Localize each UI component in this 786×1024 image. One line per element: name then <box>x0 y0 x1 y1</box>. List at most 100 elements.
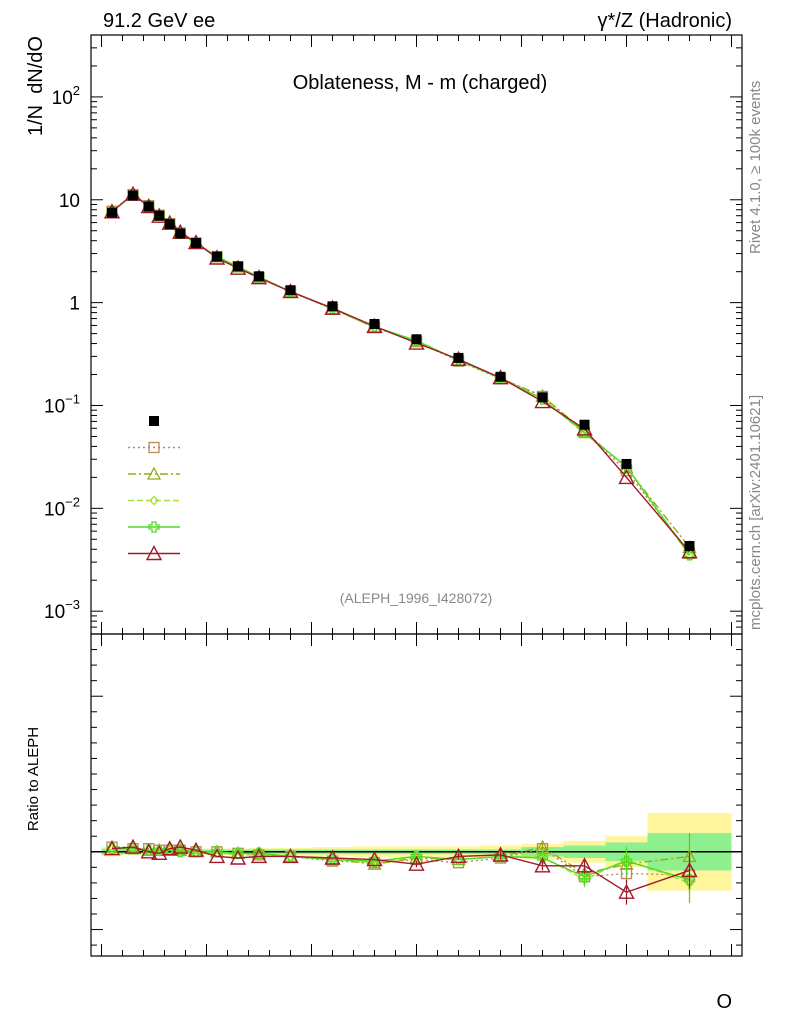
open-triangle-marker <box>187 841 205 857</box>
data-marker <box>495 371 506 382</box>
legend-marker <box>149 495 159 506</box>
legend-marker <box>148 441 160 454</box>
y-tick-exponent: −2 <box>65 494 80 509</box>
data-marker <box>233 261 243 272</box>
legend-entry-0 <box>149 416 159 426</box>
ratio-5-point <box>229 849 247 865</box>
ratio-line-3 <box>112 847 690 884</box>
open-triangle-marker <box>618 468 635 485</box>
cross-marker <box>153 844 165 856</box>
data-marker <box>453 352 464 363</box>
ratio-4-point <box>153 844 165 856</box>
aleph-data-point <box>369 318 380 329</box>
ratio-line-1 <box>111 846 690 878</box>
y-tick-exponent: −1 <box>65 391 80 406</box>
y-tick-label: 10−3 <box>44 597 80 623</box>
ratio-5-point <box>618 883 635 899</box>
ratio-5-point <box>161 840 178 856</box>
y-tick-label: 10−1 <box>44 391 80 417</box>
aleph-data-point <box>164 219 175 230</box>
aleph-data-point <box>579 419 590 430</box>
y-tick-base: 10 <box>52 88 73 109</box>
aleph-data-point <box>453 352 464 363</box>
open-triangle-marker <box>145 545 163 561</box>
ratio-5-point <box>534 857 551 873</box>
diamond-marker <box>175 846 186 857</box>
open-triangle-marker <box>450 847 467 864</box>
data-marker <box>164 219 175 230</box>
y-tick-label: 10 <box>59 191 80 212</box>
ratio-5-point <box>681 861 698 878</box>
aleph-data-point <box>154 210 165 221</box>
aleph-data-point <box>411 334 422 345</box>
ratio-5-point <box>450 847 467 864</box>
data-marker <box>369 318 380 329</box>
aleph-data-point <box>684 541 695 552</box>
open-triangle-marker <box>534 857 551 873</box>
ratio-5-point <box>151 844 168 861</box>
ratio-5-point <box>208 847 226 864</box>
ratio-4-point <box>578 871 591 883</box>
aleph-data-point <box>285 285 296 296</box>
ratio-5-point <box>282 847 299 864</box>
data-marker <box>285 285 296 296</box>
open-triangle-marker <box>161 840 178 856</box>
data-marker <box>254 271 264 282</box>
ratio-5-point <box>324 849 341 865</box>
ratio-line-5 <box>111 846 690 893</box>
y-tick-base: 1 <box>69 294 80 315</box>
aleph-data-point <box>175 228 186 239</box>
y-tick-label: 1 <box>69 294 80 315</box>
cross-marker <box>620 855 633 867</box>
ratio-frame <box>90 633 743 957</box>
open-triangle-marker <box>681 543 698 559</box>
square-marker <box>148 441 160 454</box>
diamond-marker <box>453 854 464 865</box>
open-triangle-marker <box>282 847 299 864</box>
ratio-5-point <box>172 838 189 854</box>
aleph-data-point <box>128 190 138 201</box>
open-triangle-marker <box>408 855 425 871</box>
open-triangle-marker <box>618 883 635 899</box>
triangle-marker <box>146 466 162 480</box>
y-tick-label: 10−2 <box>44 494 80 520</box>
legend-marker <box>145 545 163 561</box>
rivet-version-text: Rivet 4.1.0, ≥ 100k events <box>747 81 764 254</box>
cross-marker <box>253 847 265 859</box>
y-axis-label: 1/N dN/dO <box>25 36 47 136</box>
open-triangle-marker <box>124 838 142 854</box>
data-marker <box>149 416 159 426</box>
ratio-5-point <box>492 846 509 862</box>
ratio-5-point <box>366 851 383 867</box>
plot-title: Oblateness, M - m (charged) <box>293 72 548 94</box>
legend-entry-5 <box>128 545 180 561</box>
ratio-3-point <box>453 854 464 865</box>
ratio-3-point <box>175 846 186 857</box>
legend-marker <box>148 521 160 533</box>
data-marker <box>537 392 548 403</box>
ratio-5-point <box>187 841 205 857</box>
legend-entry-2 <box>128 466 180 480</box>
legend-marker <box>149 416 159 426</box>
ratio-5-point <box>576 857 593 873</box>
data-marker <box>175 228 186 239</box>
ratio-5-point <box>408 855 425 871</box>
open-triangle-marker <box>681 861 698 878</box>
data-marker <box>212 251 222 262</box>
cross-marker <box>148 521 160 533</box>
ratio-5-point <box>124 838 142 854</box>
open-triangle-marker <box>140 843 157 859</box>
aleph-data-point <box>495 371 506 382</box>
aleph-data-point <box>621 458 632 469</box>
series-5-point <box>618 468 635 485</box>
y-tick-exponent: −3 <box>65 597 80 612</box>
y-tick-label: 102 <box>52 83 80 109</box>
data-marker <box>143 201 154 212</box>
cross-marker <box>683 874 696 886</box>
y-tick-base: 10 <box>44 396 65 417</box>
aleph-data-point <box>233 261 243 272</box>
data-marker <box>191 237 201 248</box>
ratio-4-point <box>253 847 265 859</box>
ratio-axis-label: Ratio to ALEPH <box>25 727 42 831</box>
aleph-data-point <box>254 271 264 282</box>
